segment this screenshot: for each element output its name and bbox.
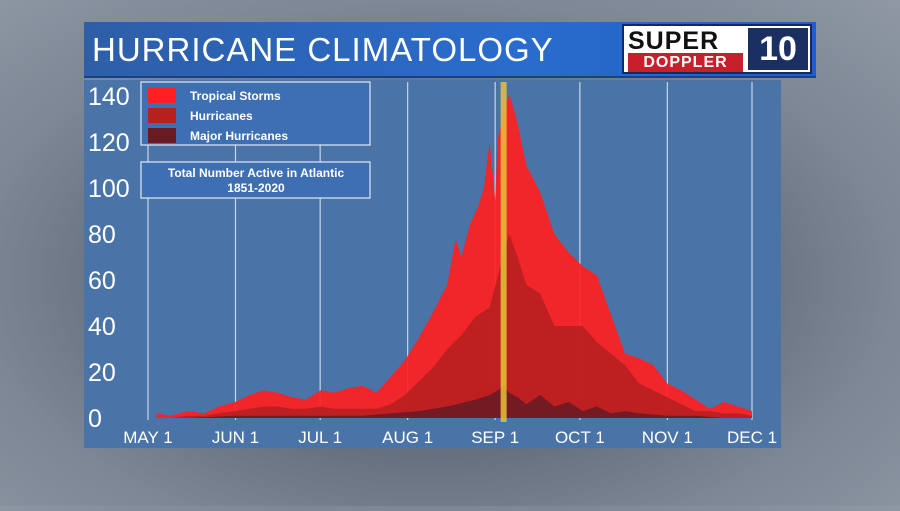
- subtitle-line-2: 1851-2020: [227, 181, 285, 195]
- series-areas: [156, 93, 752, 418]
- legend: Tropical Storms Hurricanes Major Hurricane…: [140, 81, 371, 146]
- y-axis-ticks: 0 20 40 60 80 100 120 140: [88, 83, 130, 433]
- y-tick-label-120: 120: [88, 129, 130, 157]
- x-tick-label-6: NOV 1: [642, 428, 693, 447]
- y-tick-label-140: 140: [88, 83, 130, 111]
- y-tick-label-0: 0: [88, 405, 102, 433]
- page-title: HURRICANE CLIMATOLOGY: [92, 31, 554, 68]
- series-area-hurricanes: [156, 234, 752, 418]
- logo-line-2: DOPPLER: [628, 53, 743, 72]
- legend-swatch-2: [148, 128, 176, 143]
- y-tick-label-100: 100: [88, 175, 130, 203]
- legend-box: [140, 81, 371, 146]
- wave-10-logo-icon: 10: [748, 28, 808, 70]
- legend-label-2: Major Hurricanes: [190, 129, 288, 143]
- peak-marker-group: [500, 82, 507, 422]
- x-tick-label-0: MAY 1: [123, 428, 172, 447]
- x-tick-label-3: AUG 1: [382, 428, 433, 447]
- peak-marker: [500, 82, 507, 422]
- x-tick-label-5: OCT 1: [555, 428, 605, 447]
- x-tick-label-1: JUN 1: [212, 428, 259, 447]
- x-tick-label-4: SEP 1: [471, 428, 519, 447]
- x-axis-ticks: MAY 1 JUN 1 JUL 1 AUG 1 SEP 1 OCT 1 NOV 1 DEC 1: [123, 428, 777, 447]
- x-tick-label-7: DEC 1: [727, 428, 777, 447]
- super-doppler-logo: SUPER DOPPLER 10: [622, 24, 812, 74]
- logo-line-1: SUPER: [628, 27, 720, 55]
- series-area-major-hurricanes: [156, 385, 752, 418]
- legend-label-1: Hurricanes: [190, 109, 253, 123]
- legend-swatch-0: [148, 88, 176, 103]
- y-tick-label-40: 40: [88, 313, 116, 341]
- y-tick-label-60: 60: [88, 267, 116, 295]
- subtitle-line-1: Total Number Active in Atlantic: [168, 166, 345, 180]
- series-area-tropical-storms: [156, 93, 752, 418]
- x-tick-label-2: JUL 1: [298, 428, 342, 447]
- legend-swatch-1: [148, 108, 176, 123]
- legend-label-0: Tropical Storms: [190, 89, 281, 103]
- y-tick-label-80: 80: [88, 221, 116, 249]
- subtitle-box: [140, 161, 371, 199]
- y-tick-label-20: 20: [88, 359, 116, 387]
